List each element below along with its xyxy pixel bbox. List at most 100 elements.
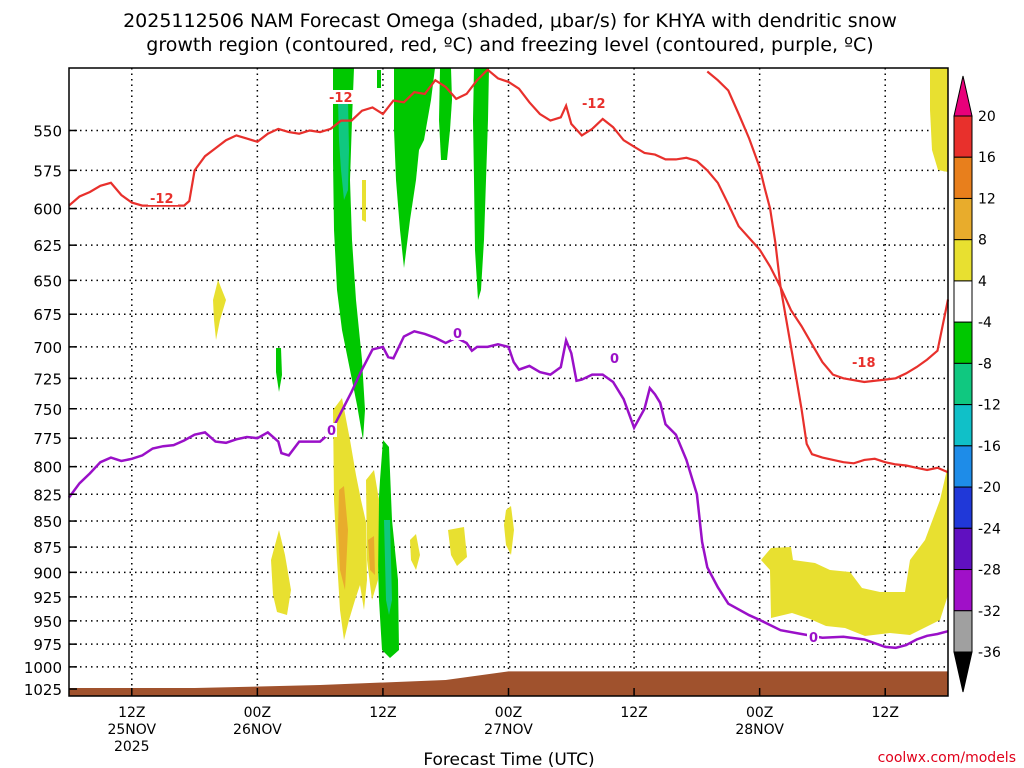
y-tick-label: 850 (33, 513, 62, 531)
freezing-label-b: 0 (453, 327, 462, 342)
x-tick-label: 00Z (495, 705, 522, 721)
freezing-level-contour (67, 329, 949, 650)
x-tick-label: 28NOV (735, 722, 784, 738)
x-tick-label: 2025 (114, 739, 150, 755)
y-tick-label: 625 (33, 237, 62, 255)
colorbar-band (953, 156, 973, 199)
y-tick-label: 750 (33, 401, 62, 419)
y-tick-label: 825 (33, 486, 62, 504)
colorbar-label: -8 (978, 356, 992, 372)
omega-green-spot-1 (377, 70, 381, 88)
omega-yellow-8 (761, 465, 948, 636)
colorbar-label: 16 (978, 150, 996, 166)
x-tick-label: 12Z (369, 705, 396, 721)
y-tick-label: 1025 (24, 681, 62, 699)
omega-yellow-7 (504, 506, 514, 555)
y-tick-label: 800 (33, 459, 62, 477)
red-contour-minus18 (706, 70, 949, 474)
y-tick-label: 700 (33, 339, 62, 357)
colorbar-label: -12 (978, 398, 1001, 414)
omega-green-plume-4 (473, 68, 489, 300)
chart-title-line-1: 2025112506 NAM Forecast Omega (shaded, μ… (123, 10, 897, 32)
colorbar-label: -24 (978, 521, 1001, 537)
colorbar-band (953, 569, 973, 612)
colorbar-label: -36 (978, 645, 1001, 661)
y-tick-label: 650 (33, 272, 62, 290)
colorbar-band (953, 445, 973, 488)
colorbar-band (953, 280, 973, 323)
colorbar-label: -28 (978, 563, 1001, 579)
x-tick-label: 26NOV (233, 722, 282, 738)
x-axis-label: Forecast Time (UTC) (423, 750, 594, 768)
omega-green-spot-2 (276, 348, 282, 392)
ground-terrain (69, 671, 948, 696)
colorbar-band (953, 404, 973, 447)
colorbar-band (953, 197, 973, 241)
omega-orange-2 (368, 536, 375, 575)
red-contour-label-a: -12 (150, 192, 174, 207)
colorbar: 20 16 12 8 4 -4 -8 -12 -16 -20 -24 -28 -32 -36 (953, 75, 1001, 693)
y-tick-label: 950 (33, 613, 62, 631)
omega-orange-1 (338, 486, 348, 590)
omega-yellow-3 (271, 530, 291, 615)
omega-shading (213, 68, 948, 658)
freezing-label-d: 0 (809, 631, 818, 646)
y-tick-label: 900 (33, 564, 62, 582)
omega-yellow-4 (213, 280, 226, 340)
credit-text: coolwx.com/models (878, 750, 1016, 766)
y-tick-label: 725 (33, 370, 62, 388)
x-tick-label: 27NOV (484, 722, 533, 738)
x-tick-label: 25NOV (107, 722, 156, 738)
red-contour-label-b: -12 (329, 91, 353, 106)
omega-green-plume-2 (394, 68, 435, 268)
colorbar-band (953, 362, 973, 406)
x-tick-label: 12Z (620, 705, 647, 721)
colorbar-label: -32 (978, 604, 1001, 620)
colorbar-band (953, 610, 973, 653)
x-tick-label: 00Z (244, 705, 271, 721)
y-tick-label: 775 (33, 430, 62, 448)
colorbar-label: -20 (978, 480, 1001, 496)
y-tick-label: 550 (33, 122, 62, 140)
colorbar-top-arrow (953, 75, 973, 117)
omega-yellow-2 (366, 470, 379, 600)
freezing-label-a: 0 (327, 424, 336, 439)
colorbar-band (953, 115, 973, 158)
chart-title-line-2: growth region (contoured, red, ºC) and f… (146, 34, 873, 56)
y-tick-label: 600 (33, 201, 62, 219)
y-tick-label: 575 (33, 162, 62, 180)
x-tick-label: 00Z (746, 705, 773, 721)
colorbar-bottom-arrow (953, 651, 973, 693)
colorbar-label: -16 (978, 439, 1001, 455)
red-contour-minus12 (68, 68, 950, 384)
contour-labels: -12 -12 -12 -18 0 0 0 0 (148, 90, 881, 646)
y-tick-label: 875 (33, 539, 62, 557)
omega-teal-core-1 (338, 100, 349, 200)
omega-green-plume-3 (439, 68, 452, 160)
y-tick-label: 675 (33, 306, 62, 324)
colorbar-label: 4 (978, 274, 987, 290)
colorbar-band (953, 527, 973, 571)
red-contour-label-d: -18 (852, 356, 876, 371)
omega-yellow-9 (930, 68, 948, 172)
omega-yellow-5 (410, 534, 420, 570)
y-axis-ticks: 550 575 600 625 650 675 700 725 750 775 800 825 850 8… (24, 122, 77, 699)
omega-yellow-6 (448, 527, 467, 566)
colorbar-label: 8 (978, 233, 987, 249)
y-tick-label: 975 (33, 636, 62, 654)
x-tick-label: 12Z (872, 705, 899, 721)
red-contour-label-c: -12 (582, 97, 606, 112)
colorbar-band (953, 239, 973, 282)
freezing-label-c: 0 (610, 352, 619, 367)
omega-yellow-1 (333, 398, 367, 640)
colorbar-label: 12 (978, 191, 996, 207)
colorbar-label: -4 (978, 315, 992, 331)
x-tick-label: 12Z (118, 705, 145, 721)
omega-teal-core-2 (384, 520, 392, 615)
colorbar-band (953, 486, 973, 529)
colorbar-label: 20 (978, 109, 996, 125)
y-tick-label: 1000 (24, 659, 62, 677)
colorbar-band (953, 321, 973, 364)
